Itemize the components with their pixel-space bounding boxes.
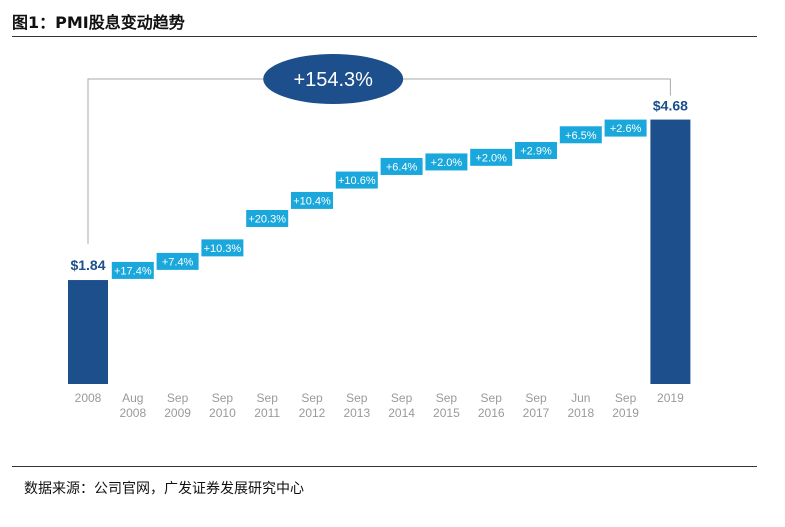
increment-step-bar: [246, 210, 289, 228]
increment-step-label: +2.6%: [610, 123, 642, 135]
x-tick-label: Sep: [257, 391, 279, 405]
increment-step-label: +6.4%: [386, 161, 418, 173]
x-tick-label: 2017: [523, 406, 550, 420]
increment-step-bar: [559, 126, 602, 144]
x-tick-label: 2011: [254, 406, 280, 420]
x-tick-label: Sep: [436, 391, 458, 405]
total-change-bracket: [87, 78, 671, 245]
increment-step-bar: [604, 119, 647, 137]
x-tick-label: 2013: [343, 406, 370, 420]
increment-step-label: +2.0%: [475, 152, 507, 164]
end-value-label: $4.68: [653, 98, 688, 114]
increment-step-label: +2.9%: [520, 146, 552, 158]
x-tick-label: 2012: [299, 406, 326, 420]
x-tick-label: Sep: [391, 391, 413, 405]
increment-step-label: +2.0%: [431, 157, 463, 169]
x-tick-label: Jun: [571, 391, 590, 405]
x-tick-label: Aug: [122, 391, 143, 405]
increment-step-bar: [291, 191, 333, 209]
x-tick-label: 2009: [164, 406, 191, 420]
start-value-bar: [68, 280, 108, 384]
x-tick-label: Sep: [481, 391, 503, 405]
increment-step-label: +10.3%: [204, 243, 242, 255]
x-tick-label: 2016: [478, 406, 505, 420]
increment-step-bar: [335, 171, 378, 189]
increment-step-label: +20.3%: [248, 214, 286, 226]
increment-step-label: +7.4%: [162, 256, 194, 268]
x-tick-label: 2010: [209, 406, 236, 420]
end-value-bar: [650, 119, 691, 384]
bottom-divider: [12, 466, 757, 467]
x-tick-label: Sep: [167, 391, 189, 405]
start-value-label: $1.84: [70, 257, 105, 273]
increment-step-bar: [470, 148, 513, 166]
figure-title: 图1：PMI股息变动趋势: [12, 13, 185, 32]
top-divider: [12, 36, 757, 37]
total-change-callout: [263, 54, 404, 104]
increment-step-label: +17.4%: [114, 265, 152, 277]
x-tick-label: Sep: [301, 391, 323, 405]
increment-step-bar: [201, 239, 244, 257]
x-tick-label: Sep: [615, 391, 637, 405]
increment-step-label: +10.4%: [293, 195, 331, 207]
x-tick-label: 2008: [75, 391, 102, 405]
x-tick-label: 2008: [119, 406, 146, 420]
increment-step-bar: [515, 142, 557, 160]
x-tick-label: 2015: [433, 406, 460, 420]
total-change-label: +154.3%: [293, 69, 373, 91]
x-tick-label: Sep: [346, 391, 368, 405]
x-tick-label: 2018: [567, 406, 594, 420]
x-tick-label: 2019: [657, 391, 684, 405]
increment-step-bar: [111, 261, 154, 279]
dividend-waterfall-chart: +154.3% $1.84 +17.4% +7.4% +10.3% +20.3% +10.4…: [68, 54, 691, 420]
x-tick-label: 2019: [612, 406, 639, 420]
x-tick-label: Sep: [525, 391, 547, 405]
increment-step-bar: [425, 153, 468, 171]
increment-step-bar: [156, 252, 199, 270]
source-note: 数据来源：公司官网，广发证券发展研究中心: [24, 481, 304, 497]
x-tick-label: 2014: [388, 406, 415, 420]
increment-step-label: +10.6%: [338, 175, 376, 187]
x-tick-label: Sep: [212, 391, 234, 405]
increment-step-label: +6.5%: [565, 130, 597, 142]
increment-step-bar: [380, 157, 423, 175]
